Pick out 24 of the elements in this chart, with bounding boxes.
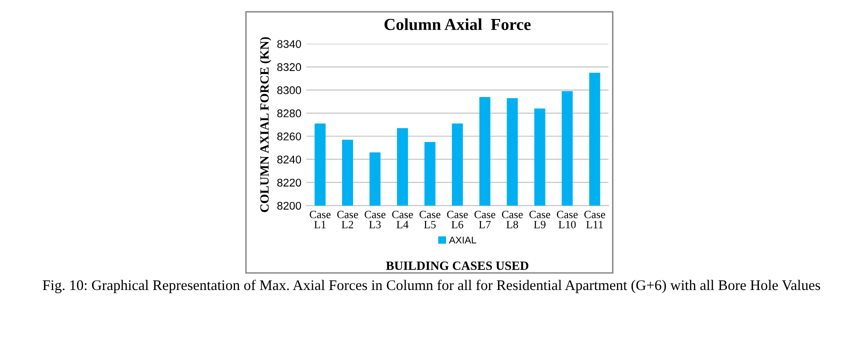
chart-title: Column Axial Force [384, 18, 531, 30]
x-tick-label: Case L6 [447, 210, 468, 228]
y-tick-label: 8220 [277, 178, 302, 187]
y-tick-label: 8200 [277, 202, 302, 210]
x-axis-title: BUILDING CASES USED [386, 262, 528, 270]
x-tick-label: Case L3 [364, 210, 386, 228]
y-axis-title: COLUMN AXIAL FORCE (KN) [260, 37, 272, 212]
caption: Fig. 10: Graphical Representation of Max. Axial Forces in Column for all for Residential Apartment (G+6) with all Bore Hole Values [42, 280, 820, 294]
x-tick-label: Case L4 [392, 210, 413, 228]
x-tick-label: Case L8 [502, 210, 523, 228]
y-tick-label: 8340 [277, 40, 302, 48]
x-tick-label: Case L11 [584, 210, 606, 228]
x-tick-label: Case L2 [337, 210, 358, 228]
x-tick-label: Case L10 [556, 210, 578, 228]
y-tick-label: 8280 [277, 109, 302, 118]
y-tick-label: 8320 [277, 63, 302, 72]
legend-label: AXIAL [448, 236, 476, 244]
y-tick-label: 8240 [277, 156, 302, 164]
y-tick-label: 8260 [277, 132, 302, 140]
x-tick-label: Case L9 [529, 210, 550, 228]
y-tick-label: 8300 [277, 86, 302, 94]
x-tick-label: Case L7 [474, 210, 496, 228]
x-tick-label: Case L5 [420, 210, 440, 228]
x-tick-label: Case L1 [310, 210, 331, 228]
